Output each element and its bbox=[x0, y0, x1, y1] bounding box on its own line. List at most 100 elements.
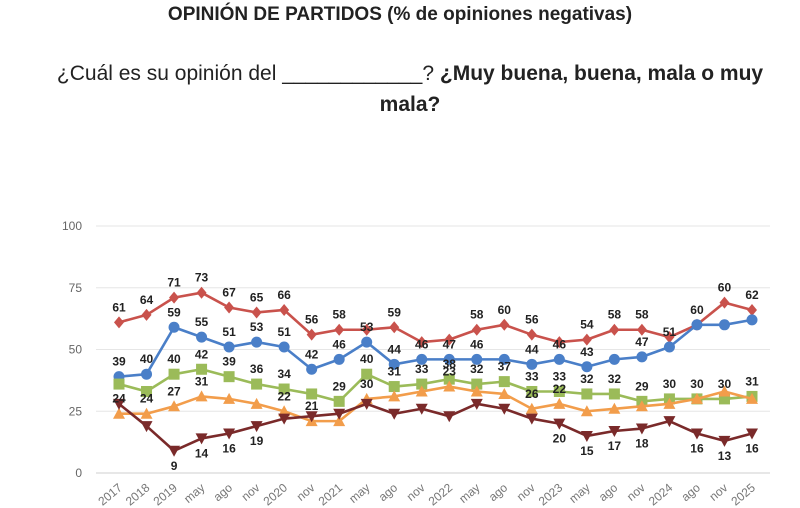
data-label-darkred: 16 bbox=[690, 441, 704, 455]
x-tick-label: nov bbox=[404, 481, 428, 504]
series-line-blue bbox=[118, 318, 753, 378]
x-tick-label: 2025 bbox=[728, 480, 758, 508]
data-label-red: 65 bbox=[250, 290, 264, 304]
data-point-orange bbox=[168, 400, 181, 412]
data-point-green bbox=[113, 378, 125, 390]
data-point-red bbox=[224, 301, 235, 314]
series-line-darkred bbox=[118, 402, 753, 453]
data-point-green bbox=[361, 368, 373, 380]
data-point-red bbox=[526, 328, 537, 341]
data-point-darkred bbox=[223, 428, 236, 440]
data-point-blue bbox=[333, 353, 345, 365]
data-point-green bbox=[443, 373, 455, 385]
data-point-red bbox=[747, 303, 757, 316]
data-point-darkred bbox=[113, 398, 125, 410]
data-label-green: 29 bbox=[635, 379, 649, 393]
data-point-orange bbox=[470, 385, 483, 397]
data-point-blue bbox=[443, 353, 455, 365]
data-point-red bbox=[444, 333, 455, 346]
data-point-red bbox=[664, 331, 675, 344]
data-point-blue bbox=[471, 353, 483, 365]
data-label-green: 39 bbox=[222, 355, 236, 369]
data-point-darkred bbox=[250, 421, 263, 433]
data-point-darkred bbox=[718, 435, 731, 447]
data-label-red: 59 bbox=[388, 305, 402, 319]
data-label-orange: 22 bbox=[553, 382, 567, 396]
data-label-blue: 46 bbox=[470, 337, 484, 351]
data-point-blue bbox=[196, 331, 208, 343]
data-label-green: 38 bbox=[443, 357, 457, 371]
chart-question: ¿Cuál es su opinión del ____________? ¿M… bbox=[30, 58, 790, 120]
data-point-orange bbox=[278, 405, 291, 417]
data-point-orange bbox=[195, 390, 208, 402]
data-label-green: 40 bbox=[360, 352, 374, 366]
data-label-red: 58 bbox=[635, 308, 649, 322]
data-label-red: 73 bbox=[195, 271, 209, 285]
data-label-red: 60 bbox=[690, 303, 704, 317]
data-point-red bbox=[389, 321, 400, 334]
data-point-green bbox=[196, 363, 208, 375]
data-label-blue: 53 bbox=[360, 320, 374, 334]
data-point-darkred bbox=[278, 413, 291, 425]
data-label-orange: 22 bbox=[277, 389, 291, 403]
data-label-blue: 46 bbox=[332, 337, 346, 351]
y-tick-label: 100 bbox=[62, 219, 82, 233]
data-point-red bbox=[471, 323, 482, 336]
data-label-blue: 55 bbox=[195, 315, 209, 329]
x-tick-label: 2023 bbox=[536, 480, 566, 508]
question-prefix: ¿Cuál es su opinión del ____________? bbox=[56, 62, 435, 85]
data-label-blue: 47 bbox=[443, 337, 457, 351]
data-label-orange: 24 bbox=[140, 392, 154, 406]
x-tick-label: 2017 bbox=[95, 480, 125, 508]
data-point-blue bbox=[361, 336, 373, 348]
data-label-red: 58 bbox=[332, 308, 346, 322]
y-tick-label: 25 bbox=[69, 404, 83, 418]
data-label-green: 32 bbox=[580, 372, 594, 386]
x-tick-label: ago bbox=[596, 480, 621, 504]
data-label-green: 40 bbox=[167, 352, 181, 366]
data-label-orange: 21 bbox=[305, 399, 319, 413]
data-label-green: 42 bbox=[195, 347, 209, 361]
data-point-darkred bbox=[140, 421, 153, 433]
data-point-orange bbox=[443, 380, 456, 392]
x-tick-label: ago bbox=[679, 480, 704, 504]
data-label-blue: 43 bbox=[580, 345, 594, 359]
data-label-red: 71 bbox=[167, 276, 181, 290]
x-tick-label: 2020 bbox=[261, 480, 291, 508]
data-point-red bbox=[141, 308, 152, 321]
series-line-red bbox=[118, 291, 753, 344]
data-point-blue bbox=[636, 351, 648, 363]
data-point-green bbox=[608, 388, 620, 400]
data-label-green: 37 bbox=[498, 360, 512, 374]
data-label-green: 33 bbox=[553, 369, 567, 383]
x-tick-label: may bbox=[181, 481, 207, 506]
data-label-blue: 42 bbox=[305, 347, 319, 361]
data-point-blue bbox=[251, 336, 263, 348]
data-point-green bbox=[306, 388, 318, 400]
data-point-blue bbox=[663, 341, 675, 353]
data-label-blue: 39 bbox=[112, 355, 126, 369]
data-point-red bbox=[279, 303, 290, 316]
data-label-blue: 46 bbox=[415, 337, 429, 351]
data-point-darkred bbox=[746, 428, 758, 440]
x-tick-label: ago bbox=[486, 480, 511, 504]
data-point-darkred bbox=[498, 403, 511, 415]
data-label-darkred: 15 bbox=[580, 444, 594, 458]
data-point-blue bbox=[691, 319, 703, 331]
data-point-darkred bbox=[580, 430, 593, 442]
data-point-green bbox=[526, 385, 538, 397]
data-label-blue: 47 bbox=[635, 335, 649, 349]
x-tick-label: may bbox=[456, 481, 482, 506]
data-label-darkred: 20 bbox=[553, 432, 567, 446]
data-point-orange bbox=[690, 392, 703, 404]
data-point-red bbox=[719, 296, 730, 309]
data-label-green: 30 bbox=[663, 377, 677, 391]
data-point-orange bbox=[746, 392, 758, 404]
y-tick-label: 75 bbox=[69, 281, 83, 295]
data-point-orange bbox=[718, 385, 731, 397]
data-label-red: 56 bbox=[525, 313, 539, 327]
data-label-green: 32 bbox=[470, 362, 484, 376]
data-point-blue bbox=[526, 358, 538, 370]
y-tick-label: 0 bbox=[75, 466, 82, 480]
